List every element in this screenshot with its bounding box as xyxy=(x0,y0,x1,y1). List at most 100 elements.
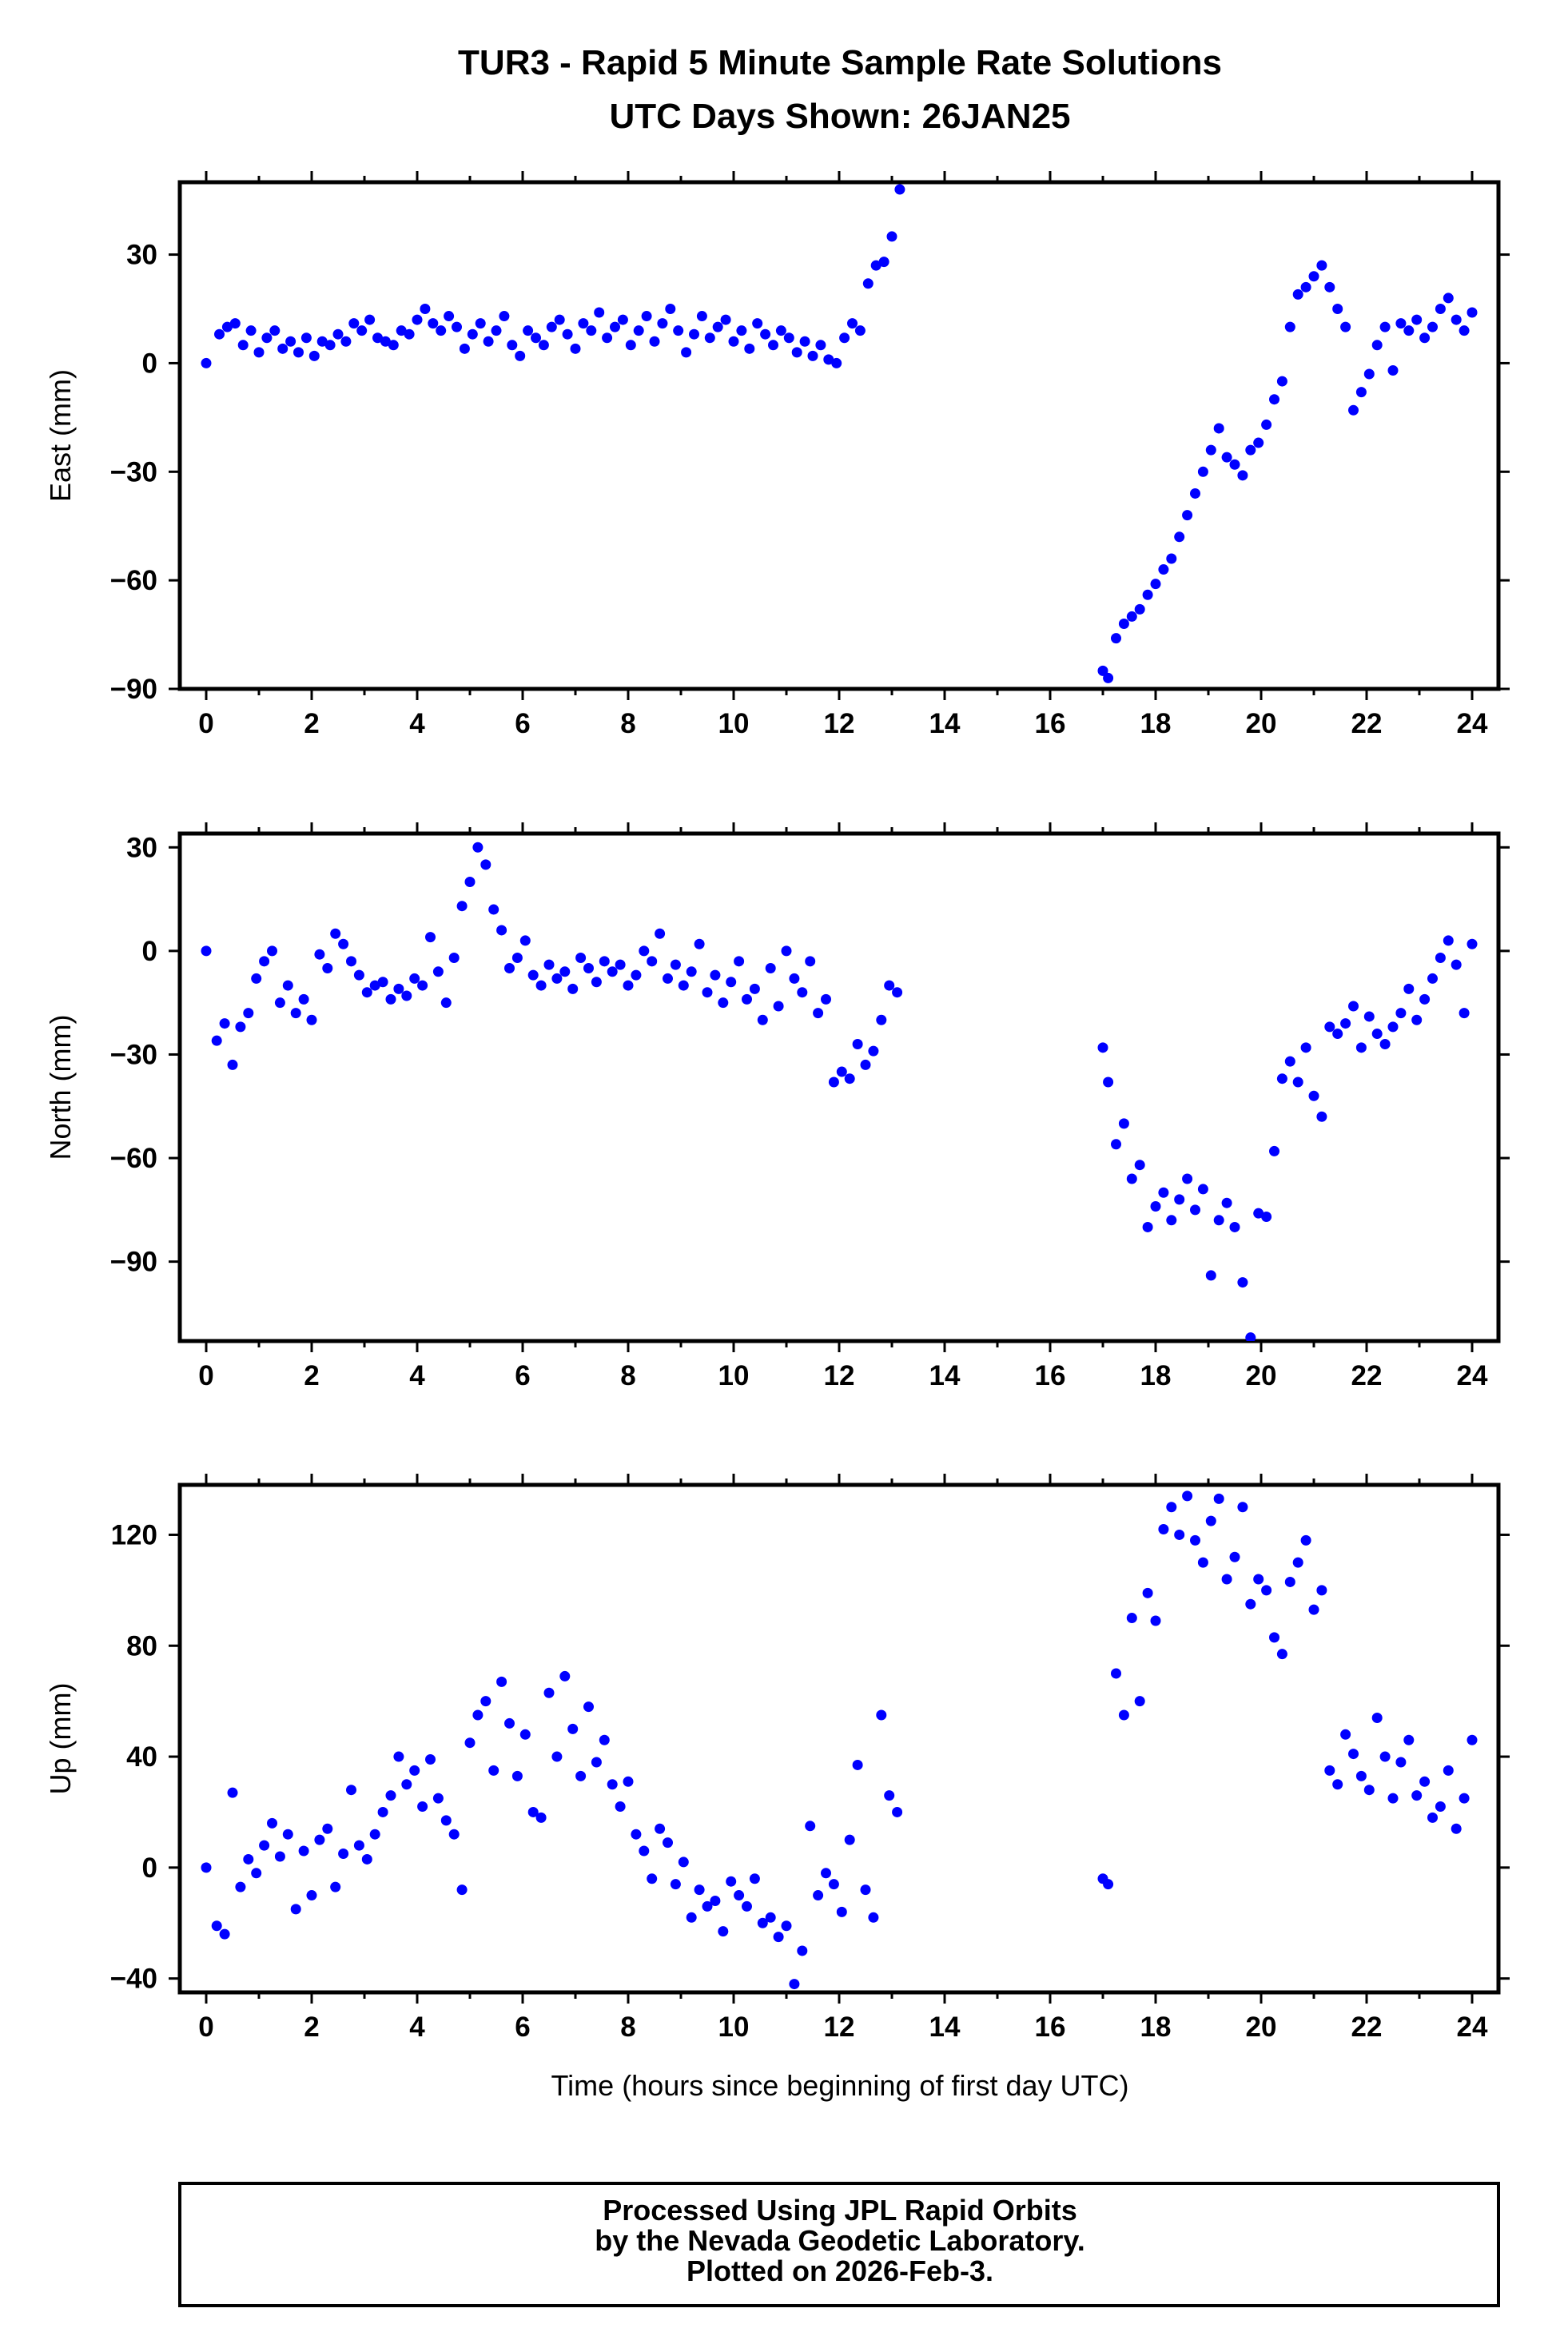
north-data-point xyxy=(1355,1042,1367,1053)
up-data-point xyxy=(1261,1585,1272,1596)
east-data-point xyxy=(1174,531,1185,543)
east-data-point xyxy=(436,325,447,336)
up-data-point xyxy=(860,1884,871,1896)
north-data-point xyxy=(749,983,760,994)
east-data-point xyxy=(1292,289,1303,300)
east-data-point xyxy=(736,325,747,336)
east-data-point xyxy=(546,321,557,332)
up-data-point xyxy=(211,1920,222,1932)
north-data-point xyxy=(1451,959,1462,970)
up-data-point xyxy=(527,1806,539,1817)
north-xtick-label: 22 xyxy=(1351,1360,1383,1391)
east-data-point xyxy=(1118,618,1129,629)
north-data-point xyxy=(1118,1118,1129,1129)
north-data-point xyxy=(417,980,428,991)
east-data-point xyxy=(1261,419,1272,430)
east-data-point xyxy=(1395,318,1407,329)
north-xtick-label: 12 xyxy=(824,1360,855,1391)
east-data-point xyxy=(625,340,636,351)
footer-line1: Processed Using JPL Rapid Orbits xyxy=(603,2194,1077,2227)
east-data-point xyxy=(1221,452,1232,463)
east-data-point xyxy=(1213,423,1224,434)
east-data-point xyxy=(277,343,289,354)
up-data-point xyxy=(1182,1490,1193,1502)
east-data-point xyxy=(1182,510,1193,521)
north-data-point xyxy=(1097,1042,1108,1053)
north-data-point xyxy=(1126,1173,1137,1184)
up-data-point xyxy=(821,1868,831,1879)
north-data-point xyxy=(631,969,642,981)
up-data-point xyxy=(742,1900,752,1912)
north-data-point xyxy=(781,945,792,957)
up-data-point xyxy=(757,1917,768,1928)
up-data-point xyxy=(1174,1529,1185,1540)
east-data-point xyxy=(1459,325,1470,336)
east-data-point xyxy=(1097,665,1108,676)
north-data-point xyxy=(448,953,460,964)
north-data-point xyxy=(314,949,325,960)
east-data-point xyxy=(261,332,273,344)
north-data-point xyxy=(1284,1056,1295,1067)
up-data-point xyxy=(1467,1734,1478,1745)
east-xtick-label: 0 xyxy=(198,708,213,739)
up-data-point xyxy=(575,1770,587,1781)
east-ytick-label: 0 xyxy=(142,348,157,379)
up-data-point xyxy=(1111,1668,1121,1679)
up-data-point xyxy=(472,1709,484,1721)
north-data-point xyxy=(227,1059,238,1070)
up-data-point xyxy=(639,1845,650,1857)
up-data-point xyxy=(1316,1585,1327,1596)
up-data-point xyxy=(401,1779,412,1790)
up-data-point xyxy=(599,1734,610,1745)
up-data-point xyxy=(1348,1749,1359,1760)
up-data-point xyxy=(813,1890,824,1901)
up-data-point xyxy=(1284,1576,1295,1587)
north-data-point xyxy=(1316,1111,1327,1122)
up-data-point xyxy=(805,1821,816,1832)
north-data-point xyxy=(298,993,309,1005)
north-data-point xyxy=(599,956,610,967)
east-data-point xyxy=(610,321,620,332)
up-data-point xyxy=(330,1881,341,1892)
up-data-point xyxy=(591,1757,602,1768)
east-data-point xyxy=(1276,376,1287,387)
north-data-point xyxy=(1427,973,1438,984)
north-data-point xyxy=(211,1035,222,1046)
up-data-point xyxy=(480,1696,491,1707)
east-data-point xyxy=(783,332,794,344)
north-data-point xyxy=(591,977,602,988)
east-data-point xyxy=(1253,437,1264,448)
up-data-point xyxy=(1300,1534,1311,1546)
north-data-point xyxy=(663,973,673,984)
east-data-point xyxy=(1134,603,1145,615)
north-data-point xyxy=(1443,935,1454,946)
up-data-point xyxy=(892,1806,903,1817)
north-data-point xyxy=(1221,1197,1232,1208)
east-data-point xyxy=(356,325,368,336)
up-data-point xyxy=(1308,1604,1319,1615)
up-data-point xyxy=(631,1829,642,1840)
east-data-point xyxy=(348,318,360,329)
east-data-point xyxy=(799,336,810,347)
up-data-point xyxy=(306,1890,317,1901)
up-data-point xyxy=(353,1840,364,1851)
east-data-point xyxy=(689,328,699,340)
north-xtick-label: 0 xyxy=(198,1360,213,1391)
north-data-point xyxy=(773,1001,784,1012)
up-xtick-label: 0 xyxy=(198,2012,213,2043)
east-ytick-label: −90 xyxy=(110,674,157,705)
up-xtick-label: 18 xyxy=(1140,2012,1172,2043)
east-data-point xyxy=(538,340,549,351)
north-data-point xyxy=(575,953,587,964)
east-data-point xyxy=(894,184,905,195)
north-data-point xyxy=(290,1008,301,1019)
east-plot-frame xyxy=(177,180,1501,691)
east-data-point xyxy=(1363,368,1375,380)
north-ytick-label: 0 xyxy=(142,936,157,967)
east-data-point xyxy=(499,311,510,322)
north-data-point xyxy=(805,956,816,967)
up-data-point xyxy=(1340,1729,1351,1740)
up-data-point xyxy=(852,1759,863,1770)
up-data-point xyxy=(504,1717,515,1729)
east-data-point xyxy=(878,257,889,268)
